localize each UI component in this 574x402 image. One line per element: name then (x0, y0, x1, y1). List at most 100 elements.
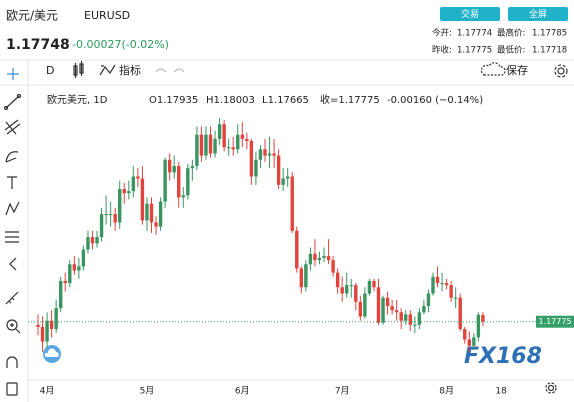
axis-settings[interactable] (545, 382, 557, 394)
candle-body (108, 214, 113, 216)
x-tick-label: 4月 (40, 386, 55, 397)
candle-body (177, 166, 181, 198)
indicators-icon[interactable] (99, 64, 116, 76)
candle-body (195, 134, 199, 167)
candle-body (199, 134, 204, 156)
stat-label: 今开: (432, 28, 452, 39)
candle-body (68, 264, 72, 284)
candle-body (444, 283, 449, 286)
candle-body (163, 159, 167, 202)
candle-body (267, 153, 272, 156)
candle-body (413, 324, 417, 326)
instrument-name: 欧元/美元 (6, 9, 58, 23)
candle-body (376, 287, 381, 323)
last-price-label: 1.17775 (538, 317, 571, 326)
candle-body (422, 306, 426, 313)
price-change: -0.00027(-0.02%) (72, 38, 169, 51)
interval-button[interactable]: D (46, 64, 54, 77)
last-price-box (536, 315, 574, 328)
x-tick-label: 18 (495, 387, 507, 397)
fullscreen-button[interactable] (508, 7, 568, 21)
candle-body (399, 312, 403, 321)
candle-body (426, 293, 431, 307)
undo-redo[interactable] (155, 68, 185, 73)
candle-body (304, 264, 308, 288)
candle-body (322, 255, 326, 258)
candle-body (154, 222, 158, 227)
x-tick-label: 5月 (140, 386, 155, 397)
candle-body (186, 168, 190, 196)
candle-body (317, 257, 322, 261)
candle-body (222, 124, 226, 148)
stat-value: 1.17774 (457, 29, 492, 39)
stat-label: 最低价: (497, 45, 525, 56)
instrument-symbol: EURUSD (84, 9, 130, 22)
fullscreen-button-label[interactable]: 全屏 (529, 8, 547, 20)
candle-body (313, 253, 317, 261)
candle-body (417, 312, 422, 325)
candle-body (354, 285, 358, 302)
candle-body (481, 315, 485, 322)
candle-body (404, 314, 408, 321)
drawing-tools[interactable] (3, 68, 22, 396)
candle-body (122, 189, 126, 194)
save-button[interactable]: 保存 (506, 63, 528, 77)
candle-body (281, 178, 285, 185)
candle-body (136, 176, 140, 179)
candle-body (435, 276, 440, 284)
indicators-button[interactable]: 指标 (119, 63, 141, 77)
candle-body (449, 285, 453, 298)
watermark: FX168 (464, 344, 542, 369)
candle-body (158, 201, 163, 227)
candle-body (90, 237, 95, 244)
save-icon[interactable] (480, 62, 506, 76)
candle-body (390, 306, 394, 311)
candle-body (95, 237, 99, 244)
candle-body (231, 147, 235, 150)
stat-value: 1.17785 (532, 29, 567, 39)
legend-open: O1.17935 (149, 95, 198, 106)
candle-body (217, 124, 222, 139)
candle-body (467, 339, 471, 346)
chart-type-button[interactable] (73, 61, 84, 78)
candle-body (476, 314, 481, 338)
candle-body (295, 230, 299, 269)
candle-body (54, 308, 58, 330)
candle-body (226, 147, 231, 149)
candle-body (463, 329, 467, 340)
candle-body (36, 324, 40, 327)
candle-body (258, 149, 263, 160)
candle-body (472, 337, 476, 346)
candle-body (372, 280, 376, 288)
candle-body (104, 214, 108, 216)
stat-label: 最高价: (497, 28, 525, 39)
candle-body (181, 195, 185, 198)
candle-body (249, 140, 254, 177)
legend-symbol: 欧元美元, 1D (47, 93, 108, 106)
candle-body (335, 272, 340, 288)
candle-body (385, 297, 390, 307)
candle-body (440, 283, 444, 285)
candle-body (299, 268, 304, 288)
trade-button[interactable] (440, 7, 500, 21)
trade-button-label[interactable]: 交易 (461, 8, 479, 20)
candle-body (127, 191, 131, 194)
candle-body (326, 255, 331, 261)
stat-value: 1.17718 (532, 46, 567, 56)
settings-button[interactable] (554, 64, 568, 78)
cloud-badge (43, 345, 61, 363)
candle-body (349, 285, 353, 287)
legend-low: L1.17665 (262, 95, 309, 106)
candle-body (272, 153, 276, 156)
candle-body (145, 203, 149, 221)
current-price: 1.17748 (6, 37, 70, 53)
legend-close: 收=1.17775 (320, 93, 380, 106)
candle-body (81, 249, 86, 267)
candle-body (408, 314, 412, 325)
candle-body (204, 134, 208, 156)
candle-body (458, 297, 462, 330)
candle-body (49, 320, 54, 330)
stat-label: 昨收: (432, 45, 452, 56)
candle-body (245, 138, 249, 141)
